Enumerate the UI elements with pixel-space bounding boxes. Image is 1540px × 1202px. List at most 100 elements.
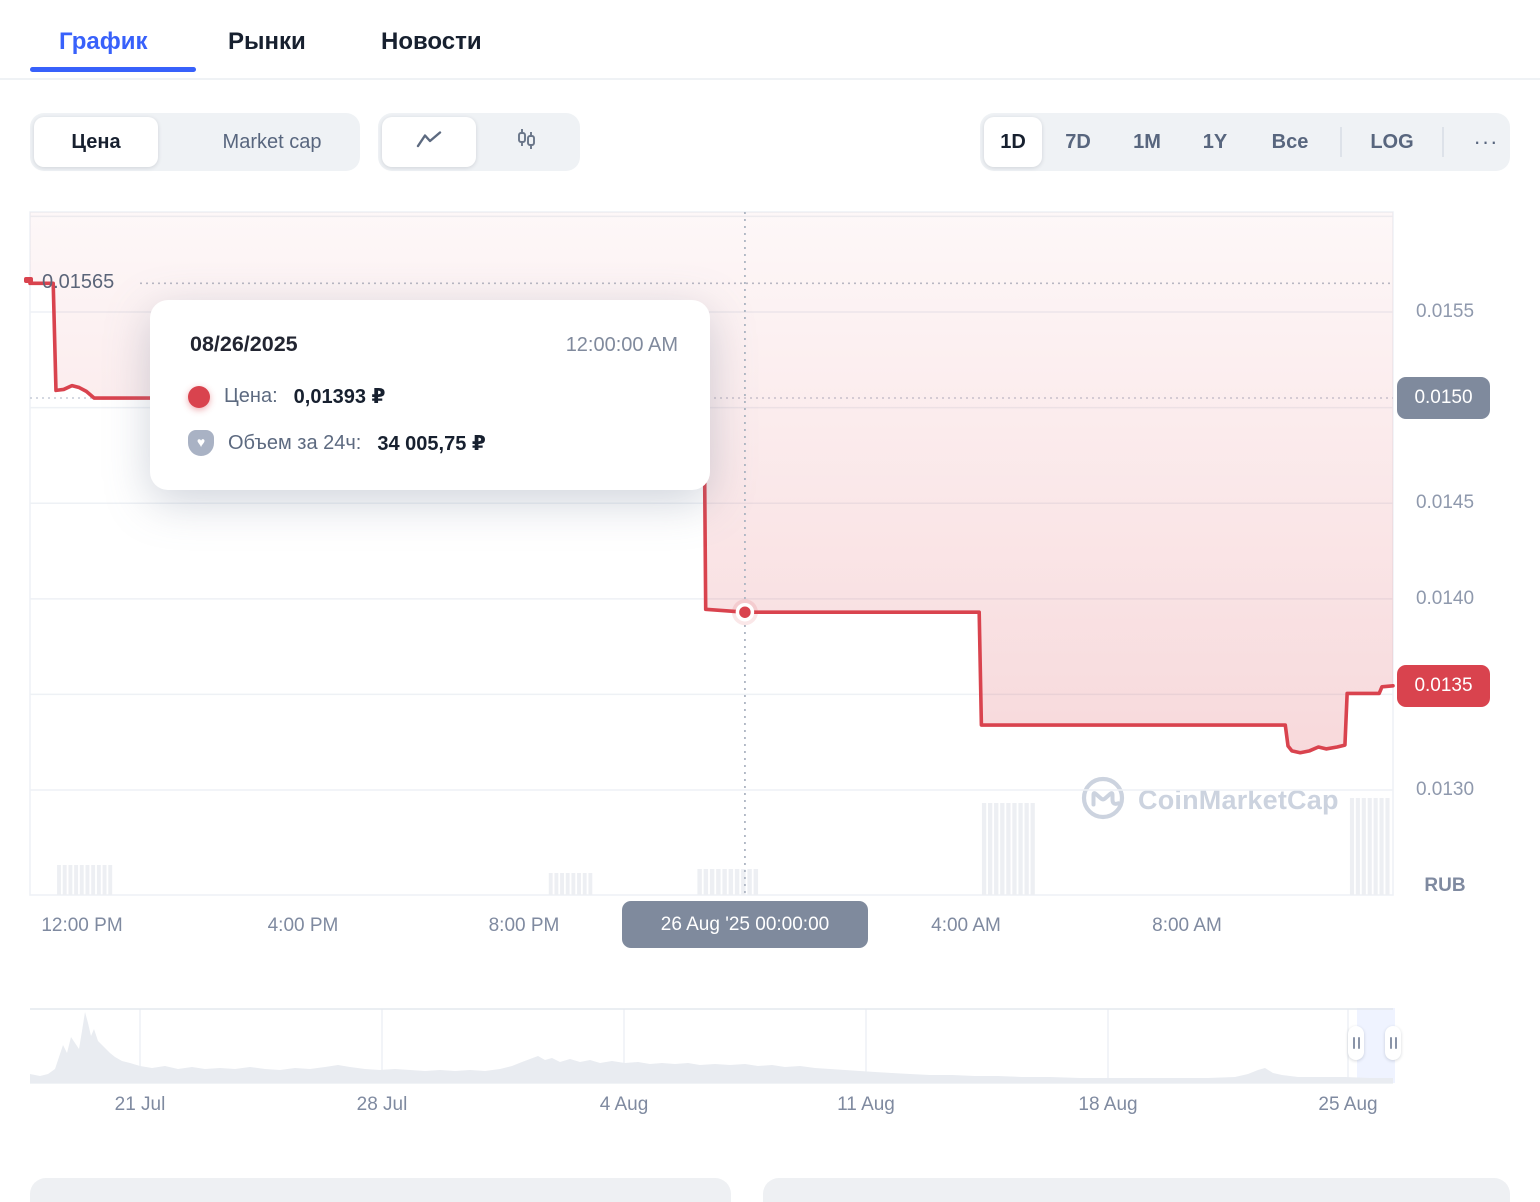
metric-toggle-group: Цена Market cap [30,113,360,171]
volume-bar [1018,803,1023,895]
line-chart-icon [416,130,442,154]
volume-bar [548,873,553,895]
max-price-marker [24,277,33,283]
volume-bar [1030,803,1035,895]
volume-bar [747,869,752,895]
nav-label-11aug: 11 Aug [837,1094,895,1115]
coinmarketcap-logo-icon [1080,775,1126,826]
x-tick-8am: 8:00 AM [1152,915,1222,936]
navigator-right-handle[interactable] [1385,1026,1401,1060]
more-options-button[interactable]: ··· [1456,113,1516,171]
tooltip-date: 08/26/2025 [190,332,298,356]
volume-bar [728,869,734,895]
range-1m-button[interactable]: 1M [1117,113,1177,171]
volume-bar [1379,798,1384,895]
metric-price-label: Цена [71,130,121,153]
volume-bar [1373,798,1378,895]
price-dot [735,602,755,622]
volume-bar [741,869,746,895]
navigator-left-handle[interactable] [1348,1026,1364,1060]
volume-bar [722,869,727,895]
y-ref-badge: 0.0150 [1397,377,1490,419]
tooltip-price-label: Цена: [224,385,278,407]
volume-bar [1000,803,1005,895]
chart-type-toggle-group [378,113,580,171]
y-last-price-badge: 0.0135 [1397,665,1490,707]
y-tick-0155: 0.0155 [1415,301,1475,322]
volume-bar [753,869,759,895]
volume-bar [1006,803,1011,895]
range-selector-group: 1D 7D 1M 1Y Все LOG ··· [980,113,1510,171]
x-tick-4pm: 4:00 PM [267,915,339,936]
volume-bar [62,865,67,895]
volume-bar [85,865,90,895]
crosshair-date-badge: 26 Aug '25 00:00:00 [622,901,868,948]
line-chart-button[interactable] [382,117,476,167]
y-tick-0130: 0.0130 [1415,779,1475,800]
range-7d-button[interactable]: 7D [1048,113,1108,171]
nav-label-25aug: 25 Aug [1318,1094,1378,1115]
y-tick-0140: 0.0140 [1415,588,1475,609]
range-1d-button[interactable]: 1D [984,117,1042,167]
volume-bar [1349,798,1355,895]
volume-bar [981,803,987,895]
volume-bar [582,873,587,895]
log-label: LOG [1370,130,1414,153]
volume-shield-heart-icon: ♥ [188,430,214,456]
y-tick-0145: 0.0145 [1415,492,1475,513]
volume-bar [554,873,559,895]
volume-bar [560,873,564,895]
volume-bar [709,869,715,895]
tooltip-price-row: Цена: 0,01393 ₽ [188,384,385,409]
price-series-dot-icon [188,385,210,408]
tab-markets[interactable]: Рынки [228,28,306,55]
range-1d-label: 1D [1000,130,1026,153]
volume-bar [108,865,113,895]
x-tick-12pm: 12:00 PM [41,915,123,936]
tooltip-price-value: 0,01393 ₽ [293,386,386,408]
metric-marketcap-label: Market cap [222,130,322,153]
price-line [28,281,1395,755]
nav-label-4aug: 4 Aug [599,1094,649,1115]
volume-bar [57,865,61,895]
range-1y-label: 1Y [1202,130,1228,153]
tooltip-volume-row: ♥ Объем за 24ч: 34 005,75 ₽ [188,430,486,456]
log-scale-button[interactable]: LOG [1362,113,1422,171]
volume-bar [565,873,570,895]
navigator-area [30,1012,1393,1083]
volume-bar [571,873,576,895]
volume-bar [1355,798,1360,895]
tooltip-volume-label: Объем за 24ч: [228,431,362,454]
candlestick-icon [516,128,537,156]
metric-price-button[interactable]: Цена [34,117,158,167]
volume-bar [1361,798,1366,895]
range-7d-label: 7D [1065,130,1091,153]
x-tick-8pm: 8:00 PM [488,915,560,936]
tooltip-volume-value: 34 005,75 ₽ [377,432,486,455]
metric-marketcap-button[interactable]: Market cap [188,113,356,171]
volume-bar [68,865,73,895]
tab-chart[interactable]: График [59,28,148,55]
volume-bar [734,869,740,895]
tooltip-time: 12:00:00 AM [565,334,678,356]
volume-bar [96,865,101,895]
chart-tooltip: 08/26/2025 12:00:00 AM Цена: 0,01393 ₽ ♥ … [150,300,710,490]
more-options-icon: ··· [1473,129,1499,154]
volume-bar [703,869,709,895]
range-1m-label: 1M [1133,130,1161,153]
volume-bar [697,869,702,895]
candlestick-chart-button[interactable] [476,113,576,171]
tab-news[interactable]: Новости [381,28,482,55]
header-divider [0,78,1540,80]
range-1y-button[interactable]: 1Y [1185,113,1245,171]
volume-bar [588,873,593,895]
volume-bar [102,865,107,895]
volume-bar [74,865,79,895]
nav-label-21jul: 21 Jul [114,1094,166,1115]
nav-label-18aug: 18 Aug [1078,1094,1138,1115]
nav-label-28jul: 28 Jul [356,1094,408,1115]
volume-bar [988,803,993,895]
range-all-button[interactable]: Все [1260,113,1320,171]
